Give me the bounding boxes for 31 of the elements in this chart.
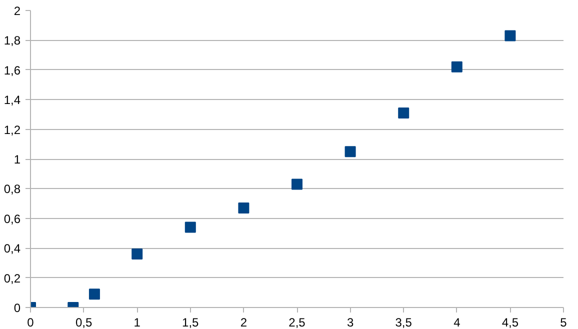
y-tick-label: 0,4 [4,242,21,256]
x-tick-label: 3 [346,316,354,329]
y-tick-label: 1 [14,152,21,166]
point [184,222,196,233]
y-tick-label: 0 [14,301,21,315]
y-tick-label: 0,2 [4,271,21,286]
x-tick-label: 1,5 [182,316,200,329]
y-tick-label: 1,2 [4,122,21,137]
point [88,288,100,300]
y-tick-label: 1,8 [4,34,21,48]
point [398,107,410,118]
x-tick-label: 1 [134,316,141,329]
point [451,61,462,72]
y-tick-label: 2 [14,4,21,18]
x-tick-label: 5 [560,316,568,329]
x-tick-label: 4,5 [502,316,519,329]
x-tick-label: 2 [240,316,248,329]
y-tick-label: 1,6 [4,63,21,78]
x-tick-label: 2,5 [288,316,306,329]
x-tick-label: 4 [454,316,461,329]
y-tick-label: 0,8 [4,182,21,196]
x-tick-label: 0 [27,316,34,329]
point [504,30,516,42]
x-tick-label: 3,5 [395,316,412,329]
point [132,248,143,260]
y-tick-label: 0,6 [4,212,21,226]
x-tick-label: 0,5 [75,316,92,329]
point [344,146,356,158]
point [292,178,302,190]
y-tick-label: 1,4 [4,93,21,108]
point [238,202,250,214]
